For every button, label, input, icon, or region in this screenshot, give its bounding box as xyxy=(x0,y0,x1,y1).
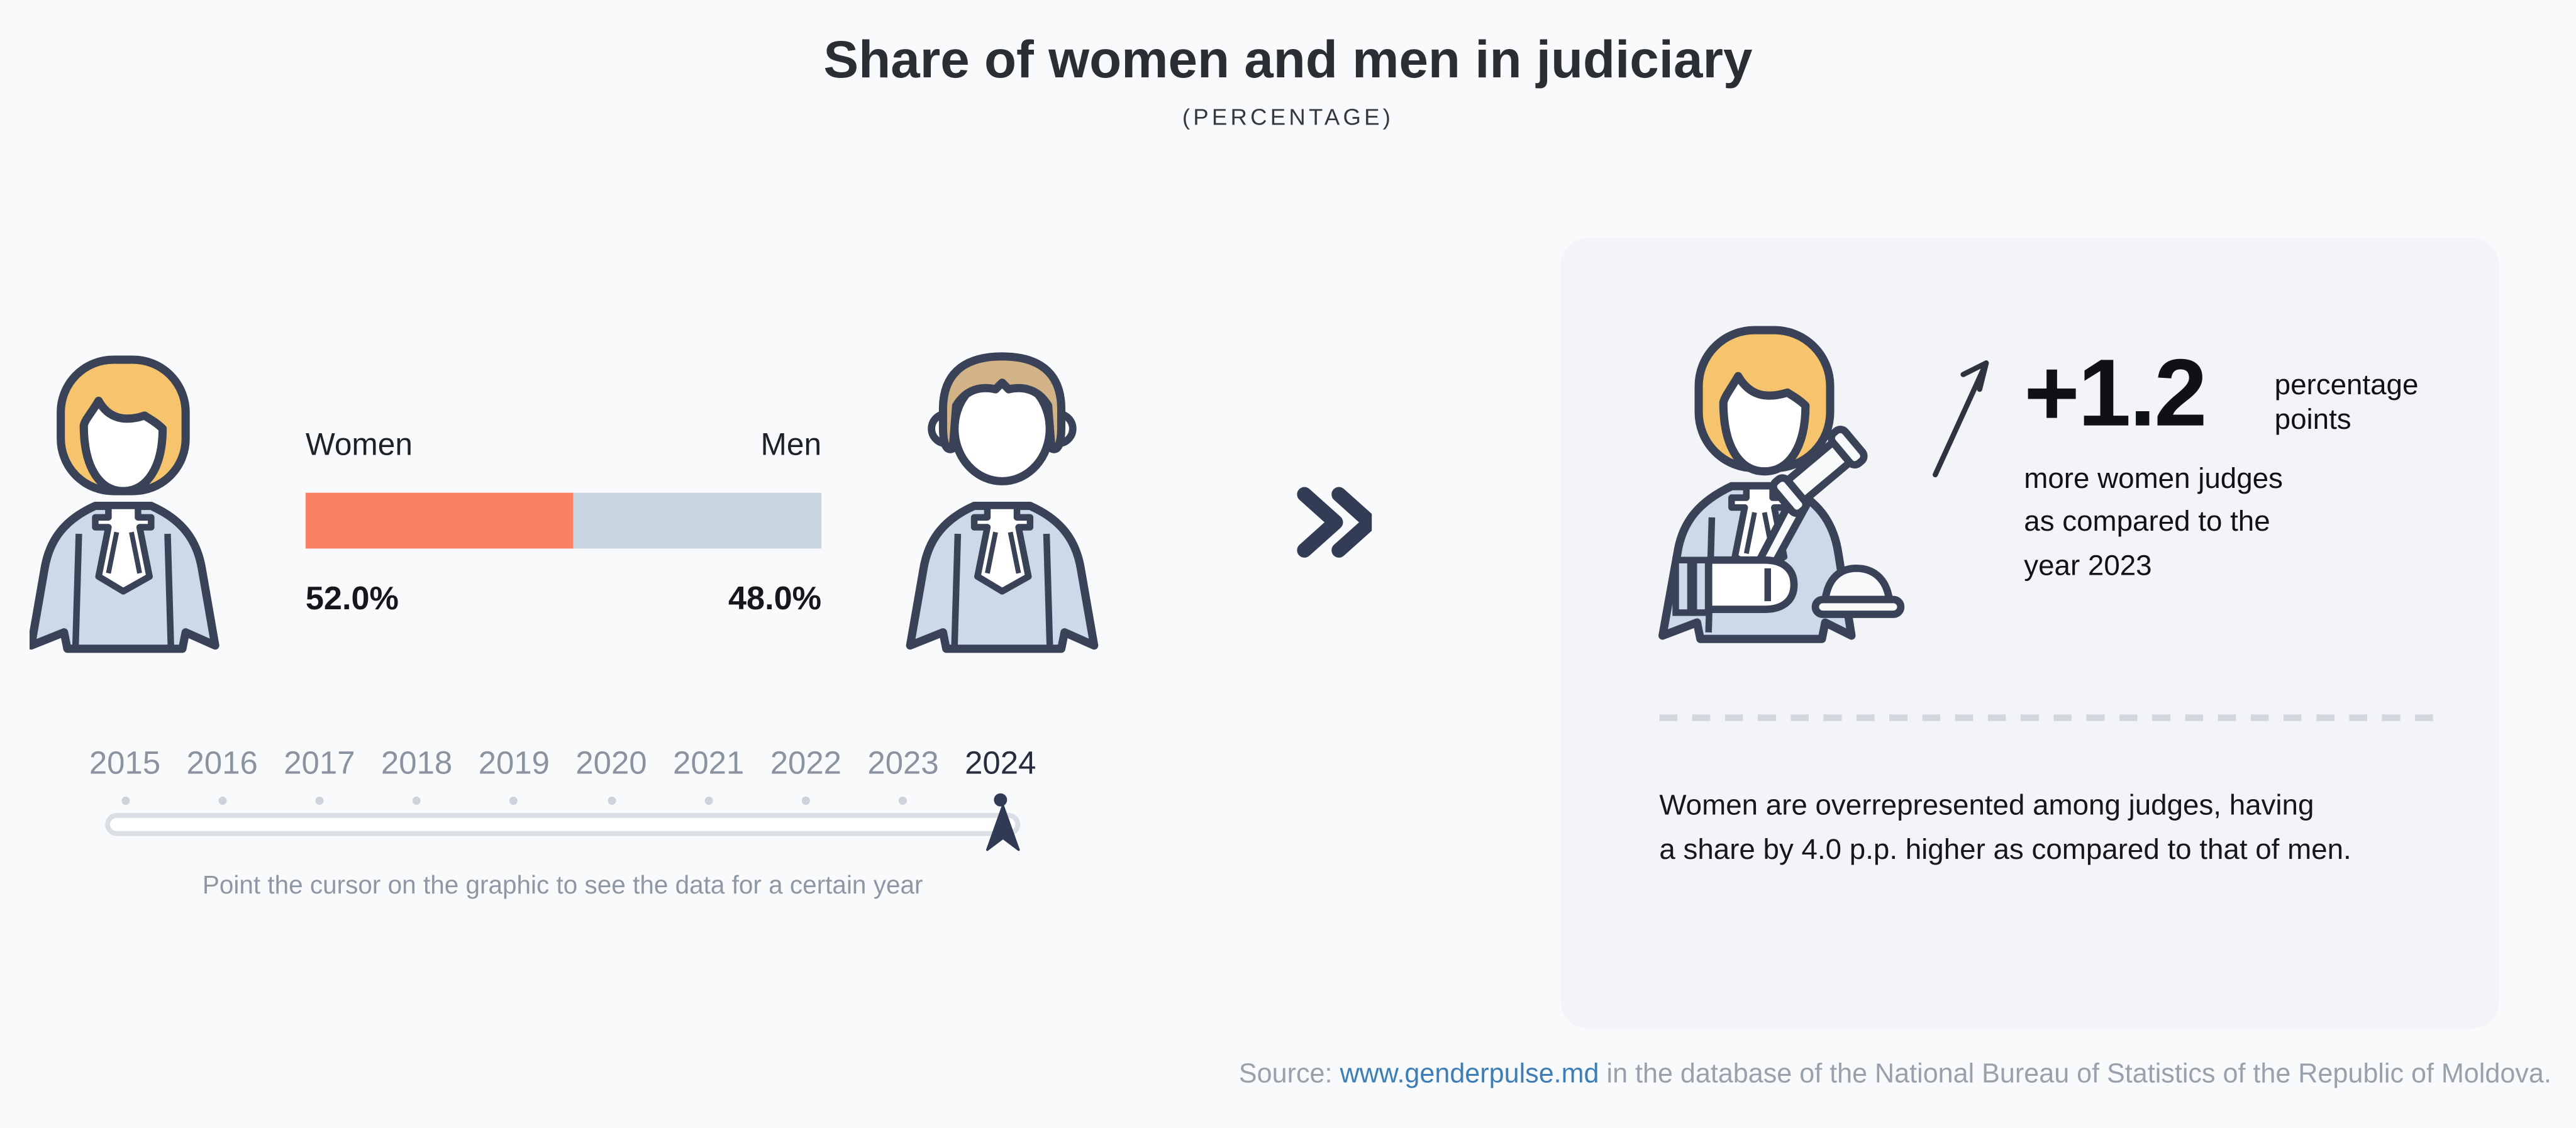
men-value: 48.0% xyxy=(728,581,822,618)
summary-line2: a share by 4.0 p.p. higher as compared t… xyxy=(1659,833,2351,866)
bar-segment-men[interactable] xyxy=(574,492,822,549)
year-2017[interactable]: 2017 xyxy=(284,745,355,782)
summary-line1: Women are overrepresented among judges, … xyxy=(1659,788,2314,822)
summary-text: Women are overrepresented among judges, … xyxy=(1659,783,2464,874)
year-2015[interactable]: 2015 xyxy=(89,745,161,782)
gender-share-bar[interactable] xyxy=(305,492,822,549)
delta-block: +1.2 percentage points more women judges… xyxy=(2024,346,2467,586)
bar-segment-women[interactable] xyxy=(305,492,574,549)
year-2020[interactable]: 2020 xyxy=(575,745,647,782)
page-title: Share of women and men in judiciary xyxy=(823,30,1753,89)
double-chevron-right-icon xyxy=(1297,487,1372,558)
year-2022[interactable]: 2022 xyxy=(770,745,842,782)
delta-desc-line3: year 2023 xyxy=(2024,548,2152,581)
delta-desc-line1: more women judges xyxy=(2024,462,2283,495)
delta-unit-line1: percentage xyxy=(2274,368,2419,401)
woman-judge-gavel-icon xyxy=(1658,326,1905,643)
year-dot-2016[interactable] xyxy=(184,792,260,808)
delta-description: more women judges as compared to the yea… xyxy=(2024,456,2467,586)
delta-unit: percentage points xyxy=(2275,368,2419,436)
timeline-hint: Point the cursor on the graphic to see t… xyxy=(202,872,923,900)
delta-desc-line2: as compared to the xyxy=(2024,504,2270,538)
year-2024[interactable]: 2024 xyxy=(965,745,1036,782)
year-dot-2023[interactable] xyxy=(865,792,941,808)
year-dot-2018[interactable] xyxy=(379,792,455,808)
bar-values: 52.0% 48.0% xyxy=(306,582,821,619)
bar-labels: Women Men xyxy=(306,429,821,465)
source-link[interactable]: www.genderpulse.md xyxy=(1340,1059,1599,1089)
dashed-divider xyxy=(1659,714,2445,721)
delta-unit-line2: points xyxy=(2274,402,2351,435)
year-2016[interactable]: 2016 xyxy=(186,745,258,782)
year-dot-2020[interactable] xyxy=(574,792,649,808)
men-label: Men xyxy=(760,428,822,463)
year-dot-2017[interactable] xyxy=(282,792,357,808)
timeline-years: 2015 2016 2017 2018 2019 2020 2021 2022 … xyxy=(87,746,1038,783)
woman-judge-icon xyxy=(30,355,219,653)
year-2023[interactable]: 2023 xyxy=(867,745,939,782)
timeline-cursor-arrow-icon[interactable] xyxy=(985,803,1020,852)
year-dot-2015[interactable] xyxy=(87,792,162,808)
year-dot-2021[interactable] xyxy=(671,792,747,808)
year-2019[interactable]: 2019 xyxy=(478,745,550,782)
trend-up-arrow-icon xyxy=(1933,360,1989,478)
insight-panel: +1.2 percentage points more women judges… xyxy=(1560,238,2499,1029)
man-judge-icon xyxy=(906,352,1099,653)
source-suffix: in the database of the National Bureau o… xyxy=(1599,1059,2551,1089)
source-prefix: Source: xyxy=(1238,1059,1340,1089)
year-dot-2019[interactable] xyxy=(476,792,552,808)
year-2021[interactable]: 2021 xyxy=(672,745,745,782)
delta-value: +1.2 xyxy=(2024,340,2207,447)
page-subtitle: (PERCENTAGE) xyxy=(1182,103,1394,130)
year-2018[interactable]: 2018 xyxy=(380,745,453,782)
timeline-slider-track[interactable] xyxy=(105,813,1021,836)
women-label: Women xyxy=(305,428,413,463)
source-line: Source: www.genderpulse.md in the databa… xyxy=(1239,1059,2551,1091)
timeline-dots xyxy=(87,792,1038,808)
women-value: 52.0% xyxy=(305,581,399,618)
year-dot-2022[interactable] xyxy=(768,792,843,808)
year-dot-2024[interactable] xyxy=(963,792,1038,808)
